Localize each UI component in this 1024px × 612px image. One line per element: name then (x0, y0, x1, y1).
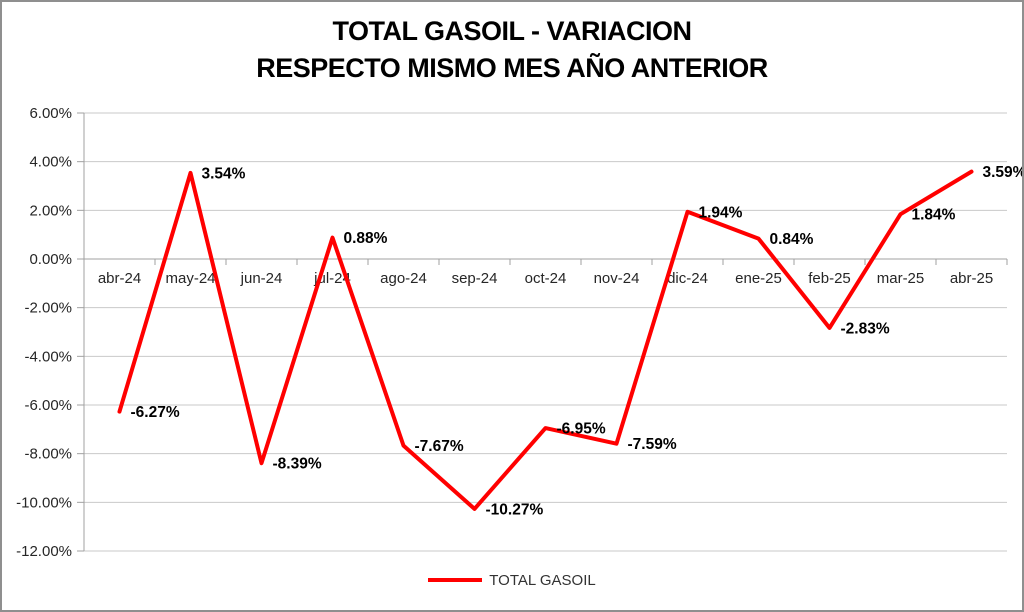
data-point-label: 3.54% (202, 165, 246, 182)
chart-title-line1: TOTAL GASOIL - VARIACION (332, 16, 692, 46)
data-point-label: -7.67% (415, 438, 464, 455)
legend-line-swatch (428, 578, 483, 582)
x-axis-label: ene-25 (735, 270, 782, 287)
x-axis-label: jun-24 (240, 270, 283, 287)
x-axis-label: feb-25 (808, 270, 851, 287)
y-axis-label: -4.00% (24, 348, 72, 365)
y-axis-label: -12.00% (16, 543, 72, 560)
legend: TOTAL GASOIL (2, 571, 1022, 589)
x-axis-label: ago-24 (380, 270, 427, 287)
x-axis-label: sep-24 (452, 270, 498, 287)
y-axis-label: -2.00% (24, 300, 72, 317)
data-point-label: -6.27% (131, 404, 180, 421)
data-point-label: -7.59% (628, 436, 677, 453)
x-axis-label: abr-24 (98, 270, 141, 287)
y-axis-label: -6.00% (24, 397, 72, 414)
y-axis-label: 4.00% (29, 154, 72, 171)
series-line (117, 169, 974, 511)
data-point-label: 0.84% (770, 231, 814, 248)
y-axis-label: 2.00% (29, 202, 72, 219)
x-axis-label: may-24 (165, 270, 215, 287)
y-axis-label: 6.00% (29, 105, 72, 122)
data-point-label: 1.94% (699, 204, 743, 221)
x-axis-label: abr-25 (950, 270, 993, 287)
data-point-label: -10.27% (486, 501, 544, 518)
x-axis-label: mar-25 (877, 270, 925, 287)
legend-label: TOTAL GASOIL (489, 571, 596, 589)
x-axis-label: nov-24 (594, 270, 640, 287)
data-point-label: -6.95% (557, 421, 606, 438)
data-point-label: 3.59% (983, 164, 1024, 181)
y-axis-label: -8.00% (24, 446, 72, 463)
data-point-label: 1.84% (912, 207, 956, 224)
data-point-label: -2.83% (841, 320, 890, 337)
chart-title: TOTAL GASOIL - VARIACION RESPECTO MISMO … (2, 13, 1022, 87)
y-axis-label: 0.00% (29, 251, 72, 268)
data-point-label: 0.88% (344, 230, 388, 247)
x-axis-label: dic-24 (667, 270, 708, 287)
y-axis-label: -10.00% (16, 494, 72, 511)
chart-title-line2: RESPECTO MISMO MES AÑO ANTERIOR (256, 53, 768, 83)
data-point-label: -8.39% (273, 456, 322, 473)
x-axis-label: oct-24 (525, 270, 567, 287)
